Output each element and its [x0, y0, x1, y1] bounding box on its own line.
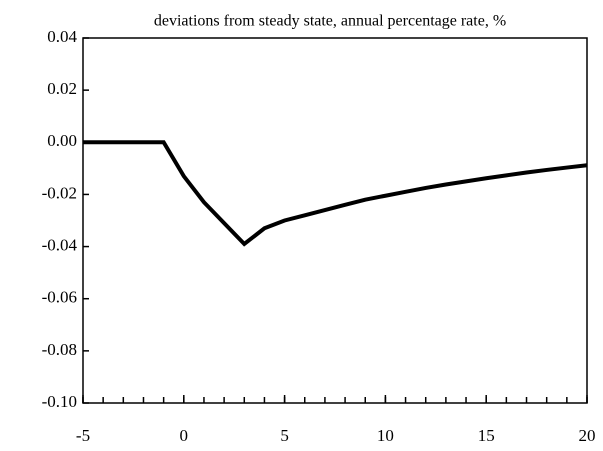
- plot-frame: [82, 37, 588, 404]
- y-tick-label: 0.04: [47, 27, 77, 46]
- line: [83, 140, 588, 247]
- chart-title: deviations from steady state, annual per…: [154, 13, 506, 30]
- x-tick-label: 0: [180, 426, 189, 445]
- y-tick-label: -0.08: [42, 340, 77, 359]
- x-tick-label: 15: [478, 426, 495, 445]
- y-tick-label: -0.04: [42, 235, 78, 254]
- x-tick-label: 20: [579, 426, 596, 445]
- y-tick-label: -0.02: [42, 183, 77, 202]
- y-tick-label: -0.06: [42, 288, 77, 307]
- y-tick-label: 0.02: [47, 79, 77, 98]
- y-tick-label: 0.00: [47, 131, 77, 150]
- x-tick-label: 10: [377, 426, 394, 445]
- x-tick-label: 5: [280, 426, 289, 445]
- x-tick-label: -5: [76, 426, 90, 445]
- y-tick-label: -0.10: [42, 392, 77, 411]
